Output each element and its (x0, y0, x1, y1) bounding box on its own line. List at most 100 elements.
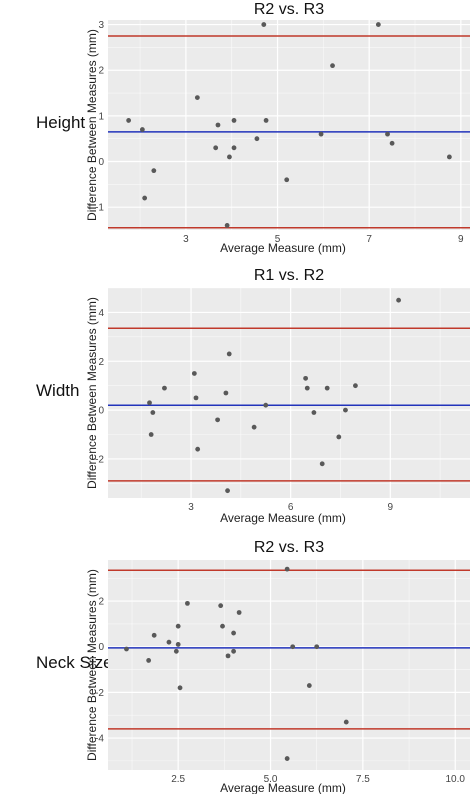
data-point (147, 400, 152, 406)
plot-panel (108, 20, 470, 230)
data-point (304, 385, 310, 391)
data-point (263, 402, 269, 408)
data-point (284, 756, 290, 761)
y-tick-label: 2 (98, 66, 104, 77)
data-point (385, 131, 390, 137)
data-point (223, 390, 229, 396)
data-point (446, 154, 452, 160)
x-axis-title: Average Measure (mm) (220, 781, 346, 794)
data-point (396, 297, 401, 303)
x-tick-label: 3 (183, 234, 189, 245)
x-tick-label: 9 (388, 502, 394, 513)
data-point (227, 154, 232, 160)
data-point (146, 658, 152, 663)
data-point (139, 127, 145, 132)
data-point (150, 410, 156, 415)
data-point (193, 395, 199, 401)
data-point (151, 632, 157, 638)
chart-panel-1: Height R2 vs. R3 3 5 7 9 -1 0 1 2 3 Average Measure… (36, 1, 470, 255)
y-tick-label: 3 (98, 20, 104, 31)
x-tick-label: 5 (275, 234, 281, 245)
data-point (175, 642, 181, 647)
x-tick-label: 2.5 (171, 774, 185, 785)
x-tick-label: 5.0 (264, 774, 278, 785)
y-tick-label: -2 (95, 454, 104, 465)
y-tick-label: -2 (95, 688, 104, 699)
data-point (231, 145, 237, 151)
chart-title: R2 vs. R3 (254, 539, 324, 556)
data-point (389, 140, 395, 146)
y-tick-label: 2 (98, 597, 104, 608)
data-point (290, 644, 296, 650)
data-point (177, 685, 183, 691)
data-point (343, 719, 349, 725)
data-point (263, 118, 269, 123)
data-point (375, 22, 381, 27)
y-axis-title: Difference Between Measures (mm) (85, 569, 99, 761)
x-tick-label: 10.0 (445, 774, 465, 785)
y-tick-label: 0 (98, 406, 104, 417)
y-tick-label: 1 (98, 111, 104, 122)
x-tick-label: 7.5 (356, 774, 370, 785)
y-tick-label: -1 (95, 203, 104, 214)
data-point (343, 407, 348, 413)
data-point (224, 223, 230, 228)
data-point (330, 63, 335, 69)
data-point (142, 195, 148, 201)
data-point (225, 488, 230, 494)
chart-panel-3: Neck Size R2 vs. R3 2.5 5.0 7.5 10.0 -4 -2 0 2 Ave… (36, 539, 470, 794)
data-point (215, 417, 220, 423)
data-point (225, 653, 231, 659)
chart-title: R2 vs. R3 (254, 1, 324, 18)
data-point (261, 22, 267, 27)
data-point (353, 383, 358, 389)
y-axis-title: Difference Between Measures (mm) (85, 297, 99, 489)
data-point (218, 603, 224, 609)
chart-title: R1 vs. R2 (254, 267, 324, 284)
x-tick-label: 6 (288, 502, 294, 513)
data-point (314, 644, 320, 650)
x-axis-title: Average Measure (mm) (220, 511, 346, 525)
data-point (284, 177, 290, 183)
data-point (194, 95, 200, 101)
data-point (324, 385, 330, 391)
y-tick-label: 0 (98, 642, 104, 653)
data-point (166, 639, 172, 645)
data-point (226, 351, 232, 357)
data-point (254, 136, 260, 142)
plot-panel (108, 560, 470, 770)
x-axis-title: Average Measure (mm) (220, 241, 346, 255)
data-point (311, 410, 317, 415)
data-point (173, 648, 179, 654)
y-tick-label: -4 (95, 734, 104, 745)
data-point (148, 432, 154, 437)
x-tick-label: 7 (366, 234, 372, 245)
data-point (319, 461, 325, 467)
y-tick-label: 2 (98, 357, 104, 368)
data-point (185, 600, 190, 606)
data-point (318, 131, 324, 137)
data-point (151, 168, 157, 174)
data-point (126, 118, 132, 123)
data-point (284, 566, 290, 572)
data-point (231, 648, 236, 654)
x-tick-label: 9 (458, 234, 464, 245)
data-point (236, 610, 242, 615)
plot-panel (108, 288, 470, 498)
data-point (175, 623, 181, 629)
y-axis-title: Difference Between Measures (mm) (85, 29, 99, 221)
data-point (231, 118, 237, 123)
chart-panel-2: Width R1 vs. R2 3 6 9 -2 0 2 4 Average Measure (m… (36, 267, 470, 525)
row-label: Width (36, 381, 79, 400)
data-point (213, 145, 219, 151)
y-tick-label: 4 (98, 308, 104, 319)
data-point (124, 646, 129, 652)
data-point (231, 630, 236, 636)
row-label: Height (36, 113, 85, 132)
data-point (162, 385, 167, 391)
x-tick-label: 3 (188, 502, 194, 513)
data-point (303, 375, 309, 381)
data-point (215, 122, 221, 128)
data-point (336, 434, 342, 440)
